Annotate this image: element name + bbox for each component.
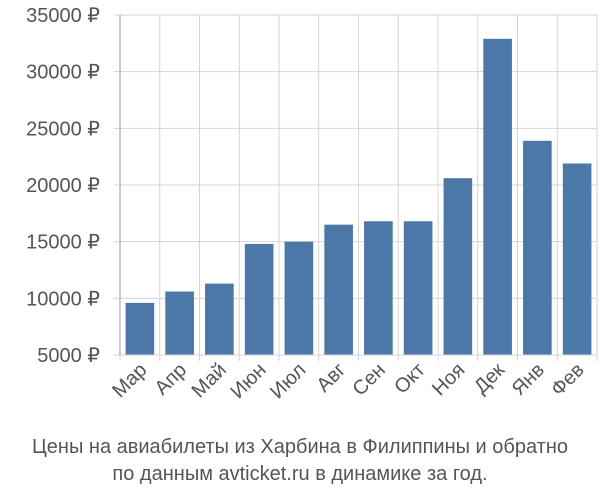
x-tick-label: Июн bbox=[227, 359, 271, 403]
bar-6 bbox=[364, 221, 393, 355]
x-tick-label: Окт bbox=[390, 359, 429, 398]
x-tick-label: Дек bbox=[470, 359, 509, 398]
x-tick-label: Июл bbox=[266, 359, 310, 403]
bar-1 bbox=[165, 291, 194, 355]
axes bbox=[119, 15, 597, 356]
x-tick-label: Авг bbox=[312, 359, 350, 397]
bar-11 bbox=[562, 163, 592, 355]
x-tick-label: Мар bbox=[108, 359, 151, 402]
x-tick-label: Ноя bbox=[428, 359, 469, 400]
x-tick-label: Апр bbox=[151, 359, 192, 400]
x-tick-label: Сен bbox=[348, 359, 389, 400]
bar-3 bbox=[244, 243, 274, 355]
chart-caption-line-1: Цены на авиабилеты из Харбина в Филиппин… bbox=[32, 436, 568, 458]
y-tick-label: 25000 ₽ bbox=[26, 118, 100, 140]
x-tick-label: Фев bbox=[547, 359, 589, 401]
y-tick-label: 30000 ₽ bbox=[26, 62, 100, 84]
bar-8 bbox=[443, 178, 473, 355]
bar-5 bbox=[324, 224, 353, 355]
bars bbox=[125, 38, 592, 356]
bar-10 bbox=[523, 140, 552, 355]
x-tick-label: Янв bbox=[508, 359, 549, 400]
y-tick-label: 15000 ₽ bbox=[26, 232, 100, 254]
bar-9 bbox=[483, 38, 512, 356]
y-tick-label: 20000 ₽ bbox=[26, 175, 100, 197]
bar-4 bbox=[284, 241, 314, 355]
bar-0 bbox=[125, 302, 155, 355]
x-tick-label: Май bbox=[188, 359, 231, 402]
y-tick-label: 35000 ₽ bbox=[26, 5, 100, 27]
bar-2 bbox=[205, 283, 234, 355]
y-tick-label: 5000 ₽ bbox=[37, 345, 100, 367]
chart-caption-line-2: по данным avticket.ru в динамике за год. bbox=[112, 463, 488, 485]
y-tick-label: 10000 ₽ bbox=[26, 288, 100, 310]
bar-7 bbox=[403, 221, 433, 355]
y-tick-labels: 5000 ₽ 10000 ₽ 15000 ₽ 20000 ₽ 25000 ₽ 30000 … bbox=[26, 5, 100, 367]
grid-lines bbox=[114, 14, 598, 361]
